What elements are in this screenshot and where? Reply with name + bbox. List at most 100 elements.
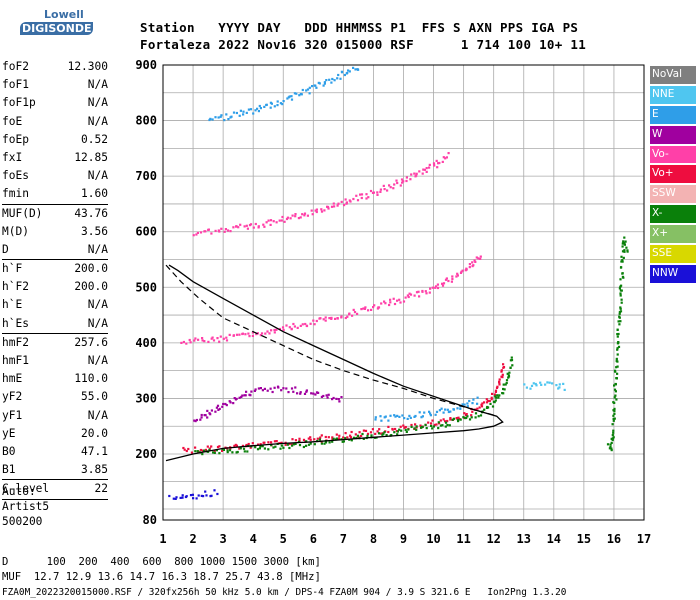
echo-point — [257, 387, 260, 390]
echo-point — [202, 495, 205, 498]
x-tick-label: 12 — [486, 532, 500, 546]
echo-point — [188, 338, 191, 342]
echo-point — [174, 497, 177, 500]
echo-point — [387, 430, 390, 434]
echo-point — [383, 188, 386, 191]
echo-point — [442, 411, 445, 414]
param-value: N/A — [87, 408, 108, 422]
echo-point — [313, 84, 316, 87]
echo-point — [241, 332, 244, 335]
echo-point — [377, 306, 381, 309]
echo-point — [445, 156, 448, 159]
echo-point — [243, 450, 246, 453]
param-name: B0 — [2, 444, 16, 458]
echo-point — [351, 314, 354, 317]
echo-point — [312, 392, 315, 395]
echo-point — [408, 292, 411, 295]
echo-point — [555, 384, 558, 387]
echo-point — [494, 399, 497, 402]
echo-point — [418, 295, 421, 298]
legend-item: Vo- — [650, 145, 696, 164]
echo-point — [337, 398, 340, 401]
echo-point — [269, 219, 273, 222]
echo-point — [408, 414, 411, 417]
echo-point — [490, 398, 493, 401]
echo-point — [247, 108, 250, 111]
echo-point — [393, 431, 396, 434]
echo-point — [194, 446, 197, 449]
legend-item: X+ — [650, 225, 696, 244]
echo-point — [557, 387, 560, 390]
echo-point — [562, 382, 565, 385]
param-group-virtual-heights: h`F 200.0 h`F2 200.0 h`E N/A h`Es N/A — [2, 260, 108, 333]
echo-point — [421, 289, 424, 293]
echo-point — [359, 193, 362, 196]
echo-point — [525, 386, 528, 389]
echo-point — [324, 435, 327, 439]
divider — [2, 259, 108, 261]
echo-point — [208, 448, 211, 451]
echo-point — [626, 250, 629, 253]
legend-item: E — [650, 105, 696, 124]
echo-trace — [168, 489, 219, 500]
echo-point — [332, 202, 335, 205]
echo-point — [364, 429, 368, 432]
echo-point — [435, 423, 438, 426]
echo-point — [610, 447, 613, 450]
echo-point — [616, 365, 619, 368]
echo-point — [614, 382, 617, 386]
echo-point — [280, 219, 283, 222]
echo-point — [483, 408, 486, 411]
echo-point — [386, 189, 389, 192]
echo-point — [502, 392, 505, 395]
param-row: B1 3.85 — [2, 461, 108, 479]
echo-point — [190, 451, 193, 454]
echo-point — [402, 424, 405, 427]
echo-point — [232, 334, 235, 337]
echo-point — [275, 440, 278, 443]
echo-point — [236, 450, 239, 454]
echo-point — [618, 316, 621, 319]
echo-point — [409, 416, 412, 419]
echo-point — [269, 223, 272, 226]
echo-point — [282, 387, 285, 390]
echo-point — [319, 317, 322, 320]
echo-point — [319, 436, 322, 439]
echo-point — [413, 172, 416, 175]
echo-point — [394, 427, 397, 431]
param-value: N/A — [87, 298, 108, 312]
echo-point — [322, 318, 325, 321]
echo-point — [340, 396, 343, 399]
echo-point — [309, 322, 312, 325]
echo-point — [251, 331, 254, 334]
echo-point — [283, 220, 286, 223]
echo-point — [431, 427, 434, 430]
param-row: foF1p N/A — [2, 94, 108, 112]
electron-density-profile — [165, 264, 504, 462]
echo-point — [451, 275, 454, 278]
param-name: hmF2 — [2, 335, 29, 349]
echo-point — [612, 419, 615, 422]
echo-point — [286, 443, 289, 446]
echo-point — [245, 224, 248, 227]
echo-point — [324, 319, 327, 322]
echo-point — [473, 259, 476, 262]
echo-point — [228, 333, 231, 336]
echo-point — [377, 432, 381, 435]
echo-point — [619, 320, 622, 323]
echo-point — [449, 417, 452, 420]
param-row: h`Es N/A — [2, 315, 108, 333]
echo-point — [612, 417, 615, 420]
echo-point — [620, 289, 623, 292]
echo-point — [273, 328, 276, 332]
echo-point — [613, 417, 616, 420]
x-tick-label: 2 — [189, 532, 196, 546]
echo-point — [322, 84, 325, 87]
echo-trace — [374, 396, 479, 422]
echo-point — [390, 434, 393, 437]
echo-point — [320, 442, 323, 445]
echo-point — [363, 307, 366, 310]
echo-point — [392, 297, 395, 300]
param-row: hmF1 N/A — [2, 352, 108, 370]
echo-point — [245, 111, 248, 114]
